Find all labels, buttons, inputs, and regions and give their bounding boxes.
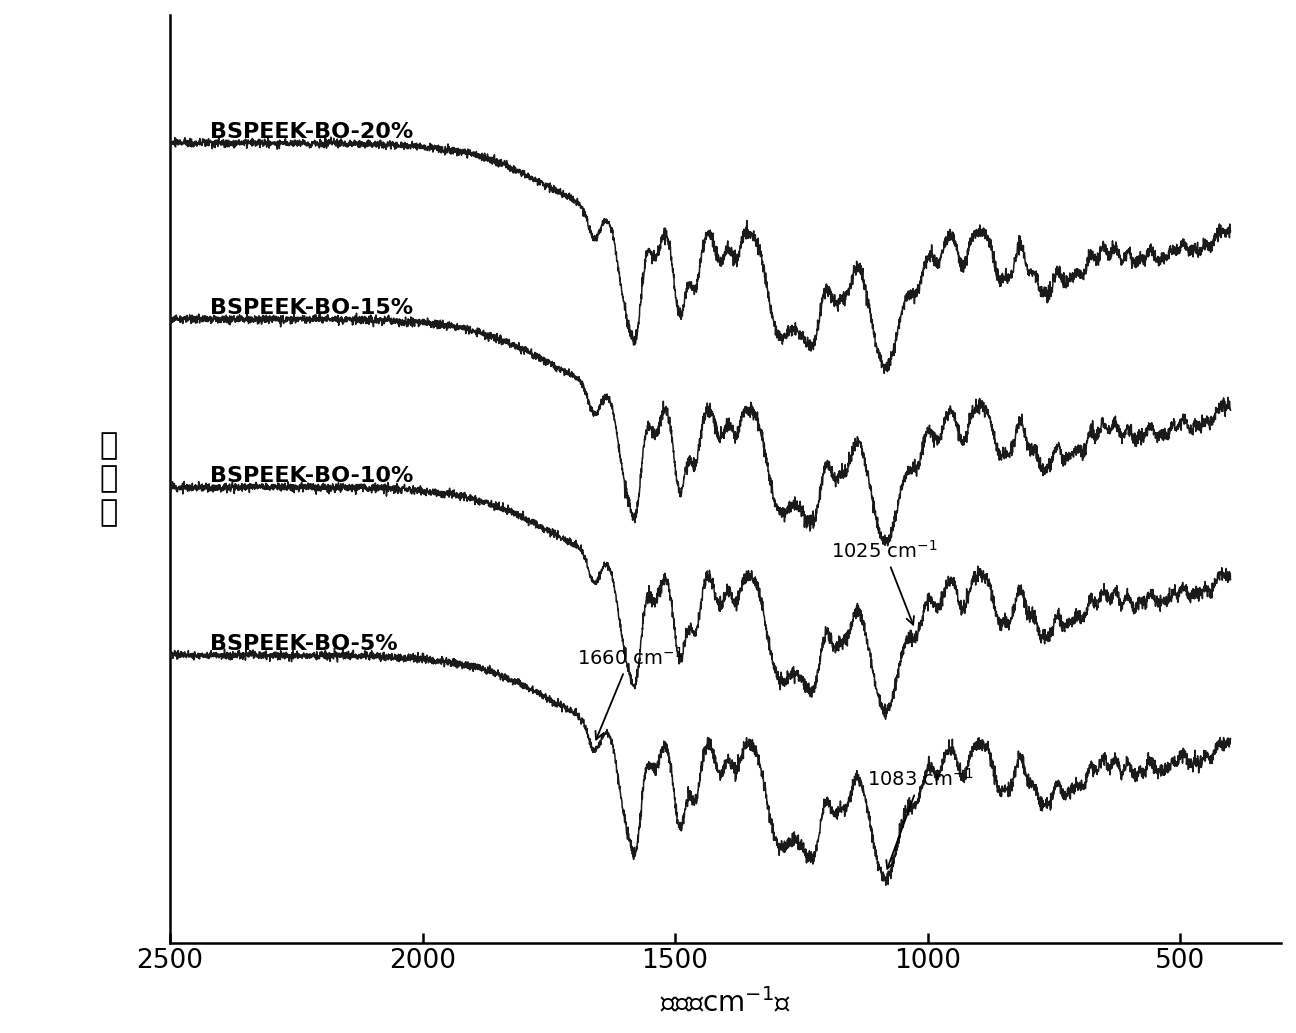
Text: 透
光
率: 透 光 率 [100,431,118,527]
Text: BSPEEK-BO-15%: BSPEEK-BO-15% [210,298,413,318]
Text: 1083 cm$^{-1}$: 1083 cm$^{-1}$ [867,769,973,869]
Text: BSPEEK-BO-10%: BSPEEK-BO-10% [210,466,413,486]
Text: 1660 cm$^{-1}$: 1660 cm$^{-1}$ [577,647,683,740]
Text: BSPEEK-BO-20%: BSPEEK-BO-20% [210,122,413,142]
Text: BSPEEK-BO-5%: BSPEEK-BO-5% [210,634,398,654]
Text: 1025 cm$^{-1}$: 1025 cm$^{-1}$ [831,540,937,625]
X-axis label: 波数（cm$^{-1}$）: 波数（cm$^{-1}$） [660,988,791,1018]
